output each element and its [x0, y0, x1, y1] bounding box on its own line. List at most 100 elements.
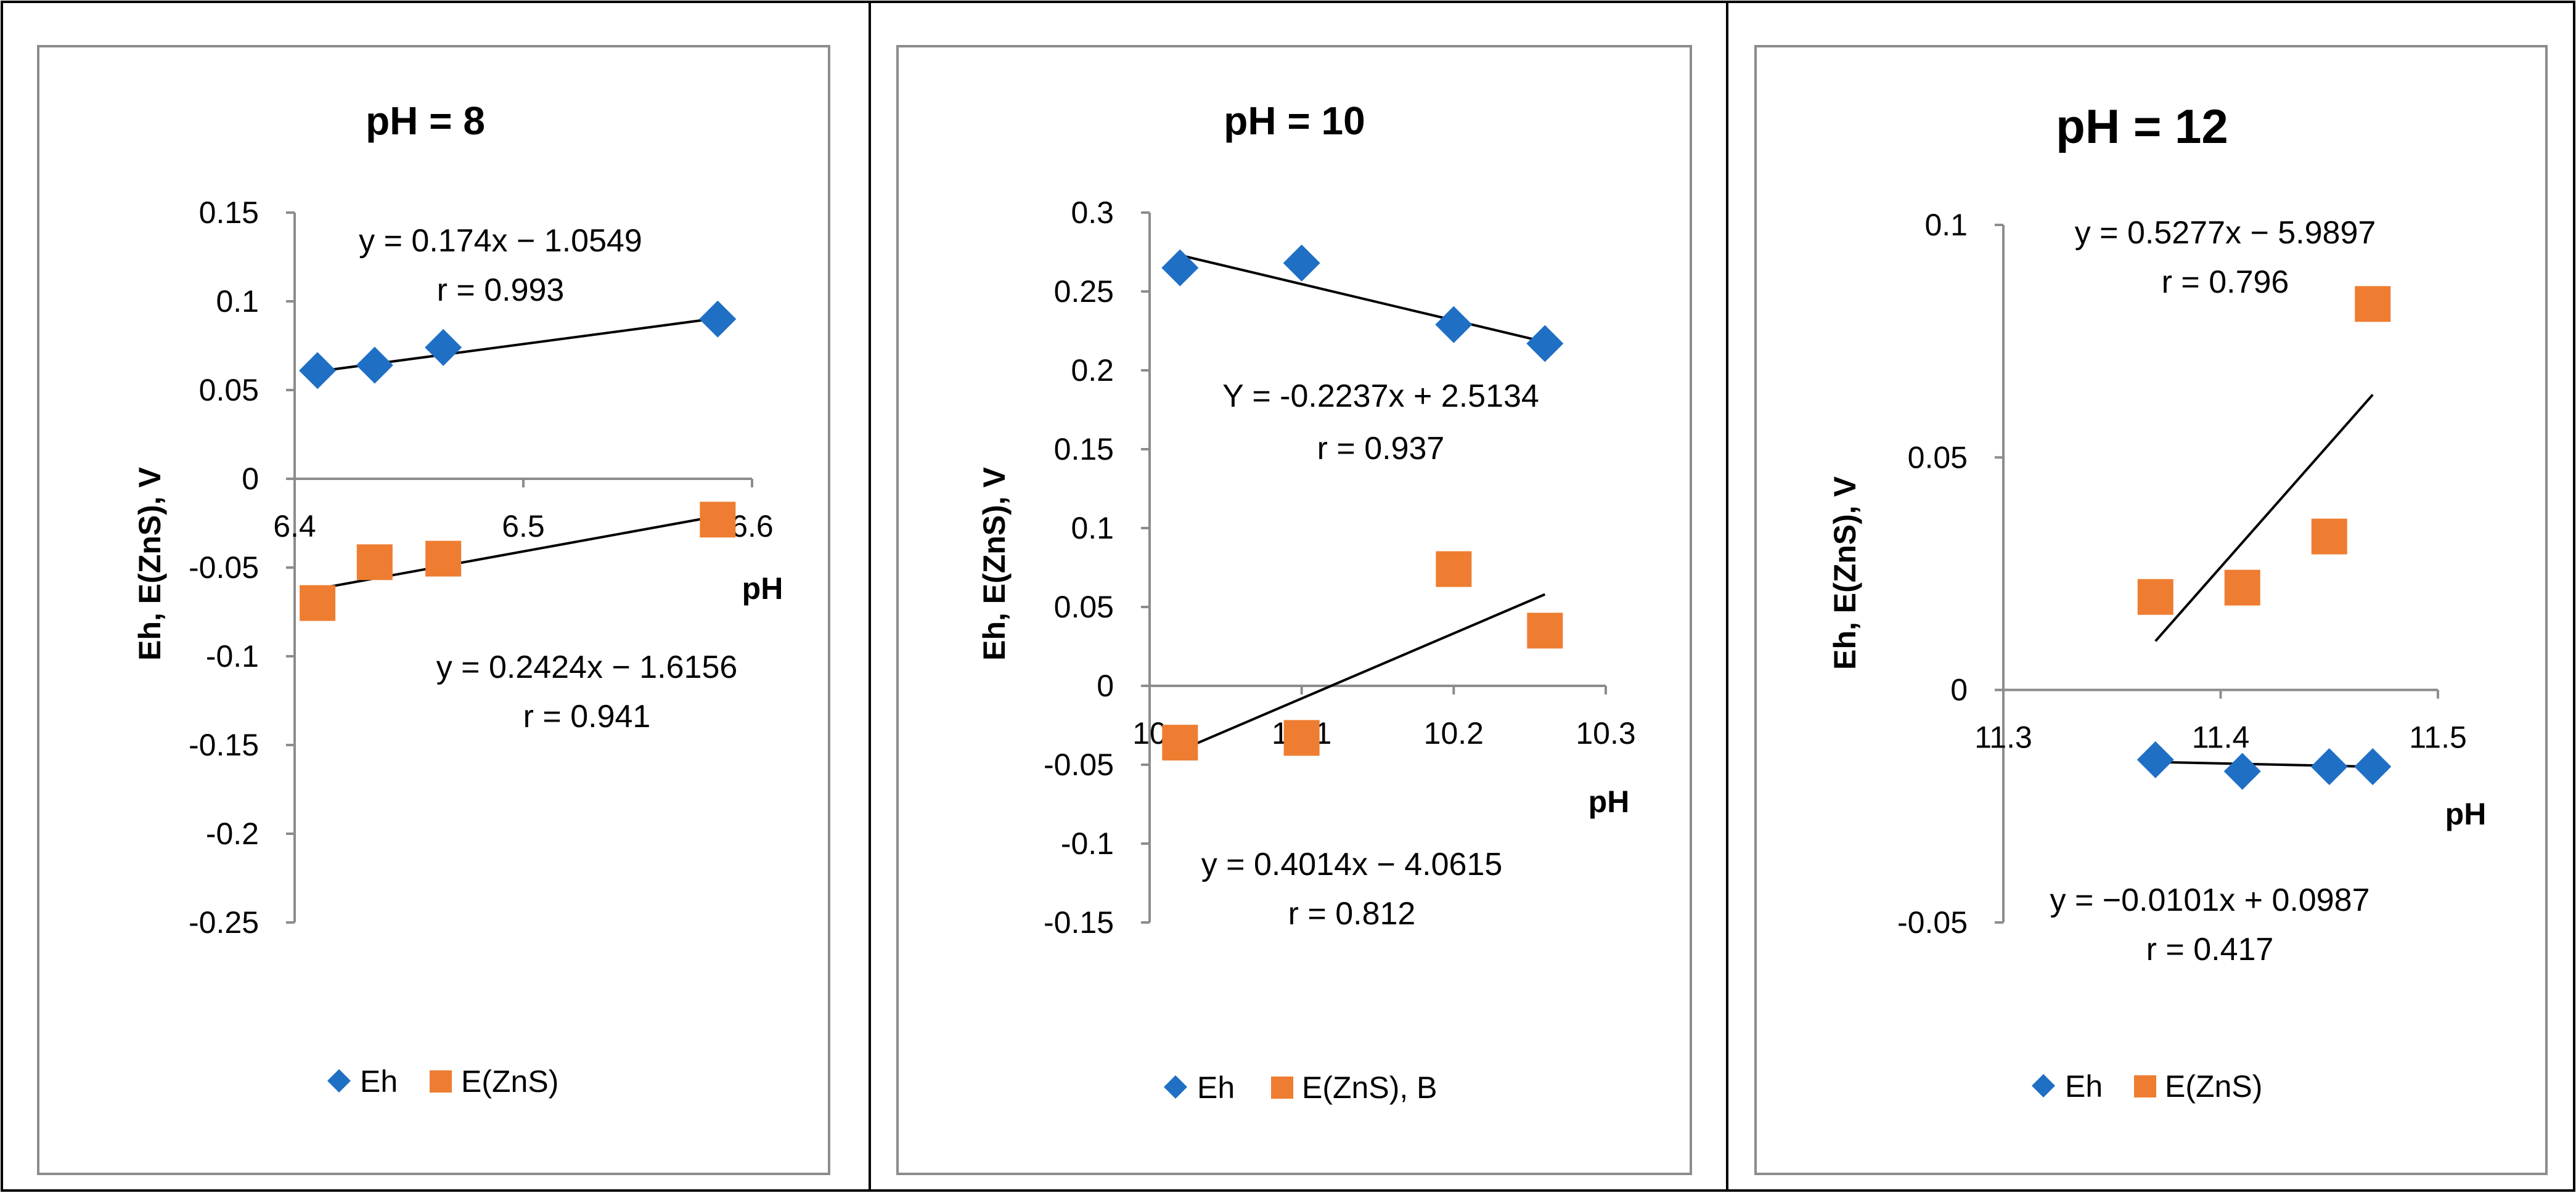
y-tick-label: 0.05 [1054, 590, 1114, 624]
chart-ph10-legend-eh-icon [1164, 1075, 1187, 1099]
chart-ph10-ezns-equation: y = 0.4014x − 4.0615 [1201, 847, 1503, 882]
eh-marker [1435, 306, 1473, 343]
chart-ph10-legend-ezns-label: E(ZnS), B [1302, 1070, 1437, 1105]
chart-ph8-axes: 0.15 0.1 0.05 0 -0.05 -0.1 -0.15 -0.2 -0.25 6.4 6.… [189, 195, 774, 940]
trendline-ezns [2154, 394, 2374, 642]
chart-ph12-markers [2136, 286, 2392, 790]
x-tick-label: 10.3 [1576, 716, 1635, 751]
x-tick-label: 11.3 [1974, 720, 2032, 755]
x-tick-label: 10.2 [1424, 716, 1484, 751]
ezns-marker [1527, 613, 1563, 649]
ezns-marker [1436, 551, 1472, 587]
chart-ph10-eh-r: r = 0.937 [1317, 431, 1445, 466]
y-tick-label: -0.05 [1897, 905, 1968, 940]
chart-ph12-ezns-equation: y = 0.5277x − 5.9897 [2075, 215, 2376, 251]
y-tick-label: 0 [242, 462, 259, 496]
chart-ph12-xlabel: pH [2445, 797, 2487, 831]
y-tick-label: -0.2 [206, 816, 259, 851]
eh-marker [1526, 325, 1564, 362]
chart-ph10-legend-ezns-icon [1271, 1077, 1293, 1099]
chart-ph8-legend: Eh E(ZnS) [327, 1064, 558, 1099]
y-tick-label: 0 [1950, 673, 1968, 707]
chart-ph10-legend-eh-label: Eh [1197, 1070, 1235, 1105]
ezns-marker [2224, 569, 2260, 606]
chart-ph8-legend-eh-label: Eh [360, 1064, 398, 1099]
chart-ph8-ezns-equation: y = 0.2424x − 1.6156 [436, 649, 738, 685]
chart-ph12: pH = 12 Eh, E(ZnS), V pH 0.1 0.05 0 -0.05 11… [1754, 45, 2548, 1175]
x-tick-label: 10 [1132, 716, 1167, 751]
chart-ph10-fits [1179, 254, 1546, 752]
x-tick-label: 6.4 [273, 509, 316, 544]
x-tick-label: 6.5 [502, 509, 545, 544]
y-tick-label: 0.15 [1054, 432, 1114, 466]
ezns-marker [1162, 725, 1198, 761]
chart-ph12-legend-ezns-icon [2134, 1075, 2156, 1097]
chart-ph10-ylabel: Eh, E(ZnS), V [977, 466, 1012, 661]
chart-ph8-title: pH = 8 [366, 99, 485, 143]
chart-ph12-title: pH = 12 [2056, 99, 2228, 153]
chart-ph8-legend-ezns-icon [430, 1070, 452, 1093]
ezns-marker [2137, 579, 2173, 615]
eh-marker [1161, 249, 1199, 287]
x-tick-label: 6.6 [730, 509, 774, 544]
y-tick-label: -0.1 [206, 639, 259, 674]
chart-ph10-ezns-r: r = 0.812 [1288, 896, 1416, 932]
chart-ph8-panel [37, 45, 830, 1175]
eh-marker [356, 346, 393, 384]
y-tick-label: 0.05 [199, 373, 259, 407]
y-tick-label: 0.25 [1054, 274, 1114, 309]
chart-ph8: pH = 8 Eh, E(ZnS), V pH 0.15 0.1 0.05 0 -0.0… [37, 45, 830, 1175]
chart-ph10: pH = 10 Eh, E(ZnS), V pH 0.3 0.25 0.2 0.15 0… [896, 45, 1692, 1175]
x-tick-label: 11.5 [2409, 720, 2467, 755]
chart-ph8-ylabel: Eh, E(ZnS), V [133, 466, 167, 661]
eh-marker [2223, 752, 2261, 790]
chart-ph12-legend-ezns-label: E(ZnS) [2165, 1069, 2262, 1104]
y-tick-label: 0.2 [1071, 353, 1114, 388]
chart-ph8-legend-eh-icon [327, 1069, 351, 1093]
y-tick-label: 0.1 [216, 284, 259, 319]
eh-marker [2354, 748, 2392, 786]
y-tick-label: 0 [1097, 669, 1114, 703]
chart-ph10-xlabel: pH [1589, 784, 1630, 819]
y-tick-label: 0.3 [1071, 195, 1114, 230]
chart-ph12-legend-eh-label: Eh [2065, 1069, 2103, 1104]
chart-ph12-ezns-r: r = 0.796 [2162, 264, 2289, 300]
ezns-marker [700, 502, 736, 538]
y-tick-label: 0.1 [1924, 208, 1968, 242]
eh-marker [2136, 741, 2174, 778]
chart-ph12-legend-eh-icon [2032, 1074, 2055, 1097]
y-tick-label: -0.15 [1044, 905, 1114, 940]
trendline-eh [1179, 254, 1545, 343]
eh-marker [699, 300, 737, 338]
trendline-ezns [1179, 593, 1546, 752]
eh-marker [1283, 244, 1320, 282]
chart-ph8-eh-equation: y = 0.174x − 1.0549 [359, 223, 642, 259]
chart-ph8-legend-ezns-label: E(ZnS) [461, 1064, 558, 1099]
y-tick-label: -0.25 [189, 905, 259, 940]
chart-ph12-ylabel: Eh, E(ZnS), V [1828, 476, 1862, 670]
chart-ph12-eh-equation: y = −0.0101x + 0.0987 [2050, 882, 2370, 918]
chart-ph10-markers [1161, 244, 1564, 761]
ezns-marker [2311, 518, 2347, 555]
chart-ph12-legend: Eh E(ZnS) [2032, 1069, 2262, 1104]
y-tick-label: 0.15 [199, 195, 259, 230]
ezns-marker [1283, 720, 1320, 756]
ezns-marker [300, 585, 336, 621]
y-tick-label: -0.15 [189, 728, 259, 762]
y-tick-label: -0.05 [189, 550, 259, 585]
ezns-marker [356, 544, 393, 580]
chart-ph8-eh-r: r = 0.993 [437, 272, 565, 308]
eh-marker [299, 352, 337, 389]
x-tick-label: 11.4 [2192, 720, 2250, 755]
ezns-marker [2355, 286, 2391, 322]
y-tick-label: 0.05 [1908, 440, 1968, 474]
chart-ph8-ezns-r: r = 0.941 [523, 699, 651, 735]
chart-ph12-eh-r: r = 0.417 [2146, 932, 2274, 967]
chart-ph10-legend: Eh E(ZnS), B [1164, 1070, 1437, 1105]
chart-ph8-markers [299, 300, 737, 621]
eh-marker [425, 328, 462, 366]
eh-marker [2310, 748, 2348, 786]
chart-ph10-panel [896, 45, 1692, 1175]
chart-ph12-axes: 0.1 0.05 0 -0.05 11.3 11.4 11.5 [1897, 208, 2467, 940]
